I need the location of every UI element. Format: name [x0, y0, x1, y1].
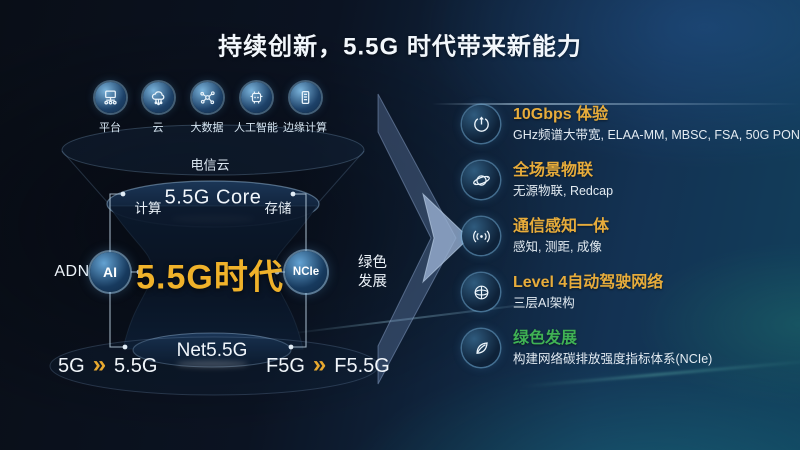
wireless-from-label: 5G: [58, 355, 85, 377]
chip-platform: 平台: [78, 82, 142, 135]
ai-brain-icon: [462, 273, 500, 311]
capability-subtitle: 构建网络碳排放强度指标体系(NCIe): [513, 352, 713, 366]
radar-sensing-icon: [462, 217, 500, 255]
capability-subtitle: 三层AI架构: [513, 296, 575, 310]
capability-row-sensing: 通信感知一体 感知, 测距, 成像: [462, 215, 796, 257]
capability-title: 10Gbps 体验: [513, 106, 609, 123]
transition-arrow-icon: [377, 93, 470, 385]
chip-bigdata: 大数据: [175, 82, 239, 135]
chip-label: 大数据: [190, 122, 224, 134]
adn-label: ADN: [54, 263, 90, 280]
chip-cloud: 云: [126, 82, 190, 135]
wireless-evolution: 5G » 5.5G: [58, 351, 158, 378]
gauge-icon: [462, 105, 500, 143]
chip-label: 云: [152, 122, 164, 134]
fixed-from-label: F5G: [266, 355, 305, 377]
chip-label: 边缘计算: [283, 122, 327, 134]
bigdata-icon: [191, 82, 223, 113]
chip-label: 人工智能: [234, 122, 278, 134]
capability-subtitle: 无源物联, Redcap: [513, 184, 614, 198]
evolution-arrow-icon: »: [312, 351, 327, 378]
era-title: 5.5G时代: [136, 258, 284, 297]
green-development-label: 绿色 发展: [358, 255, 387, 290]
capability-row-10gbps: 10Gbps 体验 GHz频谱大带宽, ELAA-MM, MBSC, FSA, …: [462, 103, 800, 145]
core-label: 5.5G Core: [164, 186, 262, 209]
capability-row-green: 绿色发展 构建网络碳排放强度指标体系(NCIe): [462, 327, 796, 369]
ncie-badge: NCIe: [285, 251, 327, 293]
funnel-net-tier: [49, 332, 379, 396]
ai-chip-icon: [240, 82, 272, 113]
capability-panel: 10Gbps 体验 GHz频谱大带宽, ELAA-MM, MBSC, FSA, …: [462, 103, 800, 383]
platform-icon: [94, 82, 126, 113]
wireless-to-label: 5.5G: [114, 355, 158, 377]
capability-title: 全场景物联: [513, 162, 594, 179]
leaf-icon: [462, 329, 500, 367]
telecom-cloud-label: 电信云: [190, 157, 230, 173]
capability-title: Level 4自动驾驶网络: [513, 274, 664, 291]
funnel-hourglass-body: [108, 205, 318, 350]
compute-label: 计算: [134, 201, 162, 216]
capability-row-autonomous: Level 4自动驾驶网络 三层AI架构: [462, 271, 796, 313]
ai-badge: AI: [90, 252, 130, 292]
fixed-to-label: F5.5G: [334, 355, 390, 377]
bracket-dots: [120, 191, 296, 350]
chip-ai: 人工智能: [224, 82, 288, 135]
slide-title: 持续创新，5.5G 时代带来新能力: [218, 33, 582, 61]
iot-globe-icon: [462, 161, 500, 199]
capability-title: 通信感知一体: [513, 218, 610, 235]
net55g-label: Net5.5G: [176, 340, 248, 361]
capability-subtitle: GHz频谱大带宽, ELAA-MM, MBSC, FSA, 50G PON …: [513, 128, 800, 142]
cloud-icon: [142, 82, 174, 113]
chip-label: 平台: [99, 122, 121, 134]
funnel-top-rim: [61, 124, 365, 204]
capability-subtitle: 感知, 测距, 成像: [513, 240, 602, 254]
capability-row-iot: 全场景物联 无源物联, Redcap: [462, 159, 796, 201]
storage-label: 存储: [264, 201, 292, 216]
chip-edge: 边缘计算: [273, 82, 337, 135]
edge-computing-icon: [289, 82, 321, 113]
evolution-arrow-icon: »: [92, 351, 107, 378]
capability-title: 绿色发展: [513, 330, 578, 347]
fixed-evolution: F5G » F5.5G: [266, 351, 390, 378]
